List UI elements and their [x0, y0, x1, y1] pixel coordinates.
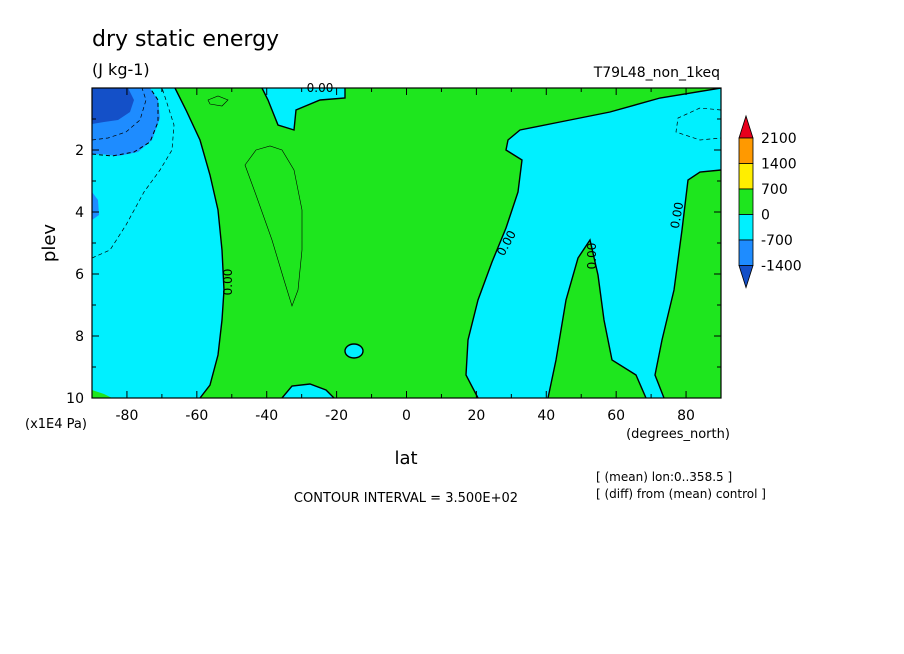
region-negative-top-notch [262, 88, 345, 130]
contour-interval: CONTOUR INTERVAL = 3.500E+02 [294, 491, 518, 506]
contour-label: 0.00 [668, 201, 686, 230]
colorbar-label: 2100 [761, 131, 797, 147]
run-label: T79L48_non_1keq [593, 65, 720, 81]
contour-label: 0.00 [585, 243, 599, 270]
axes: -80 -60 -40 -20 0 20 40 60 80 2 4 6 8 10 [66, 87, 722, 424]
contour-line-negative-2 [92, 88, 147, 141]
plot-area [92, 88, 721, 398]
x-axis-units: (degrees_north) [626, 427, 730, 442]
contour-line-positive-1 [244, 145, 303, 307]
y-tick-label: 2 [75, 143, 84, 159]
colorbar-label: -1400 [761, 259, 802, 275]
y-tick-label: 10 [66, 391, 84, 407]
contour-line-negative-1 [92, 88, 175, 259]
y-axis-units: (x1E4 Pa) [25, 417, 87, 432]
contour-line-zero-far-right [654, 169, 721, 398]
note-mean: [ (mean) lon:0..358.5 ] [596, 470, 732, 484]
chart-units: (J kg-1) [92, 60, 150, 79]
x-tick-label: 0 [402, 408, 411, 424]
region-negative-small [345, 344, 363, 358]
note-diff: [ (diff) from (mean) control ] [596, 487, 766, 501]
colorbar-label: 0 [761, 208, 770, 224]
region-negative-bottom [282, 384, 334, 398]
colorbar-label: 1400 [761, 157, 797, 173]
x-tick-label: 60 [607, 408, 625, 424]
contour-line-zero-small [344, 343, 364, 359]
region-positive-far-right [655, 170, 721, 398]
contour-line-zero-top [261, 88, 346, 131]
contour-line-zero-bottom [281, 383, 335, 398]
x-tick-label: -80 [116, 408, 139, 424]
y-tick-label: 6 [75, 267, 84, 283]
x-tick-label: 20 [467, 408, 485, 424]
colorbar-segment [738, 214, 754, 241]
colorbar-label: -700 [761, 233, 793, 249]
x-tick-label: 80 [677, 408, 695, 424]
contour-line-zero-mid [465, 88, 721, 398]
colorbar-arrow-top [738, 114, 754, 139]
contour-line-negative-right [675, 107, 721, 141]
x-tick-label: -40 [255, 408, 278, 424]
colorbar-segment [738, 163, 754, 190]
x-tick-label: -20 [325, 408, 348, 424]
region-negative-deep [92, 88, 134, 124]
colorbar-label: 700 [761, 182, 788, 198]
x-tick-label: 40 [537, 408, 555, 424]
colorbar: 2100 1400 700 0 -700 -1400 [738, 114, 802, 289]
y-axis-label: plev [39, 224, 60, 263]
region-negative-mid-edge [92, 192, 99, 220]
y-tick-label: 8 [75, 329, 84, 345]
colorbar-segment [738, 137, 754, 164]
x-axis-label: lat [394, 448, 417, 469]
colorbar-arrow-bottom [738, 265, 754, 289]
region-positive-main [175, 88, 721, 398]
colorbar-segment [738, 188, 754, 215]
x-tick-label: -60 [185, 408, 208, 424]
contour-line-zero-right [547, 238, 647, 398]
contour-line-positive-2 [207, 95, 229, 107]
contour-label: 0.00 [221, 269, 235, 296]
y-tick-label: 4 [75, 205, 84, 221]
colorbar-segment [738, 239, 754, 266]
contour-line-zero-main [174, 88, 225, 398]
chart-title: dry static energy [92, 27, 279, 52]
region-positive-left-strip [92, 390, 112, 398]
